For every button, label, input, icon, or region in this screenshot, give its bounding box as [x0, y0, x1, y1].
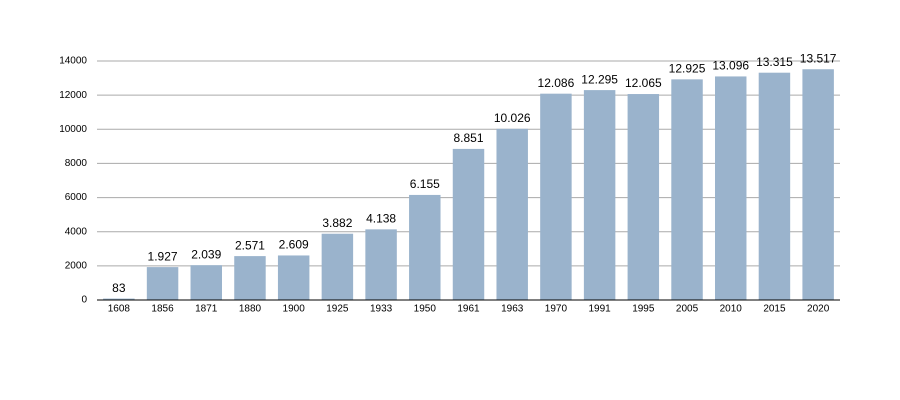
- value-label: 13.096: [712, 59, 749, 73]
- y-tick-label: 8000: [65, 158, 88, 169]
- value-label: 13.315: [756, 55, 793, 69]
- value-label: 12.086: [538, 76, 575, 90]
- bar: [802, 69, 834, 300]
- x-tick-label: 1991: [588, 304, 611, 315]
- bar: [277, 255, 310, 300]
- value-label: 13.517: [800, 51, 837, 65]
- y-tick-label: 12000: [59, 90, 87, 101]
- bar: [540, 93, 572, 300]
- value-label: 10.026: [494, 111, 531, 125]
- y-tick-label: 2000: [65, 260, 88, 271]
- value-label: 83: [112, 281, 126, 295]
- x-tick-label: 2020: [807, 304, 830, 315]
- bar: [627, 94, 660, 301]
- bar: [671, 79, 703, 301]
- x-tick-label: 1995: [632, 304, 655, 315]
- x-tick-label: 1970: [545, 304, 568, 315]
- value-label: 2.609: [279, 238, 309, 252]
- bar: [321, 233, 354, 300]
- bar: [190, 265, 222, 300]
- value-label: 12.065: [625, 76, 662, 90]
- x-tick-label: 1900: [283, 304, 306, 315]
- x-tick-label: 1933: [370, 304, 393, 315]
- x-tick-label: 2005: [676, 304, 699, 315]
- x-tick-label: 2010: [720, 304, 743, 315]
- x-tick-label: 2015: [763, 304, 786, 315]
- bar: [758, 72, 791, 300]
- bar: [715, 76, 747, 300]
- value-label: 12.295: [581, 72, 618, 86]
- y-tick-label: 0: [81, 295, 87, 306]
- value-label: 12.925: [669, 62, 706, 76]
- y-tick-label: 10000: [59, 124, 87, 135]
- y-tick-label: 14000: [59, 56, 87, 67]
- y-tick-label: 6000: [65, 192, 88, 203]
- x-tick-label: 1950: [414, 304, 437, 315]
- value-label: 8.851: [453, 131, 483, 145]
- value-label: 2.571: [235, 238, 265, 252]
- bar: [146, 267, 179, 300]
- bar: [452, 148, 485, 300]
- x-tick-label: 1856: [151, 304, 174, 315]
- value-label: 6.155: [410, 177, 440, 191]
- x-tick-label: 1608: [108, 304, 131, 315]
- x-tick-label: 1871: [195, 304, 218, 315]
- x-tick-label: 1880: [239, 304, 262, 315]
- bar: [234, 256, 266, 300]
- bar: [103, 298, 135, 300]
- x-tick-label: 1925: [326, 304, 349, 315]
- bar: [496, 128, 528, 300]
- value-label: 2.039: [191, 247, 221, 261]
- value-label: 4.138: [366, 212, 396, 226]
- bar: [365, 229, 397, 300]
- bar: [409, 194, 441, 300]
- x-tick-label: 1961: [457, 304, 480, 315]
- bar: [583, 90, 616, 301]
- y-tick-label: 4000: [65, 226, 88, 237]
- x-tick-label: 1963: [501, 304, 524, 315]
- value-label: 3.882: [322, 216, 352, 230]
- value-label: 1.927: [148, 249, 178, 263]
